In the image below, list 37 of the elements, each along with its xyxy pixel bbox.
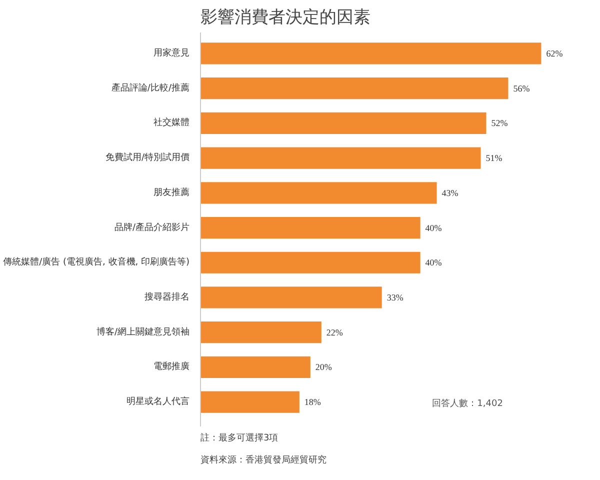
- y-tick-label: 社交媒體: [154, 117, 190, 128]
- y-tick-label: 品牌/產品介紹影片: [114, 222, 190, 233]
- y-tick-label: 免費試用/特別試用價: [105, 152, 190, 164]
- bar: [200, 216, 420, 239]
- data-label: 40%: [425, 258, 442, 268]
- bar: [200, 77, 508, 100]
- bar: [200, 182, 437, 204]
- bar: [200, 322, 322, 344]
- data-label: 43%: [442, 188, 459, 198]
- data-label: 52%: [491, 118, 508, 128]
- data-label: 40%: [425, 222, 442, 233]
- y-tick-label: 傳統媒體/廣告 (電視廣告, 收音機, 印刷廣告等): [3, 256, 190, 268]
- y-tick-label: 明星或名人代言: [126, 396, 190, 408]
- data-label: 18%: [304, 397, 322, 408]
- data-label: 33%: [386, 292, 404, 302]
- data-label: 22%: [326, 327, 344, 338]
- text: 註：最多可選擇3項: [200, 432, 278, 444]
- chart-title: 影響消費者決定的因素: [200, 8, 370, 28]
- y-tick-label: 電郵推廣: [154, 361, 190, 372]
- y-tick-label: 產品評論/比較/推薦: [111, 82, 190, 94]
- bar: [200, 147, 481, 169]
- data-label: 62%: [546, 48, 564, 58]
- data-label: 56%: [513, 83, 530, 94]
- y-tick-label: 朋友推薦: [154, 186, 190, 198]
- bar: [200, 252, 420, 274]
- bar: [200, 286, 382, 308]
- y-tick-label: 博客/網上關鍵意見領袖: [96, 326, 190, 338]
- data-label: 20%: [315, 362, 332, 372]
- y-tick-label: 搜尋器排名: [144, 291, 190, 302]
- data-label: 51%: [486, 153, 503, 164]
- bar: [200, 112, 486, 134]
- bar: [200, 42, 542, 64]
- y-tick-label: 用家意見: [154, 47, 190, 58]
- bar: [200, 356, 310, 378]
- annotation: 回答人數：1,402: [432, 398, 503, 410]
- bar: [200, 391, 300, 413]
- source-note: 資料來源：香港貿發局經貿研究: [200, 454, 326, 466]
